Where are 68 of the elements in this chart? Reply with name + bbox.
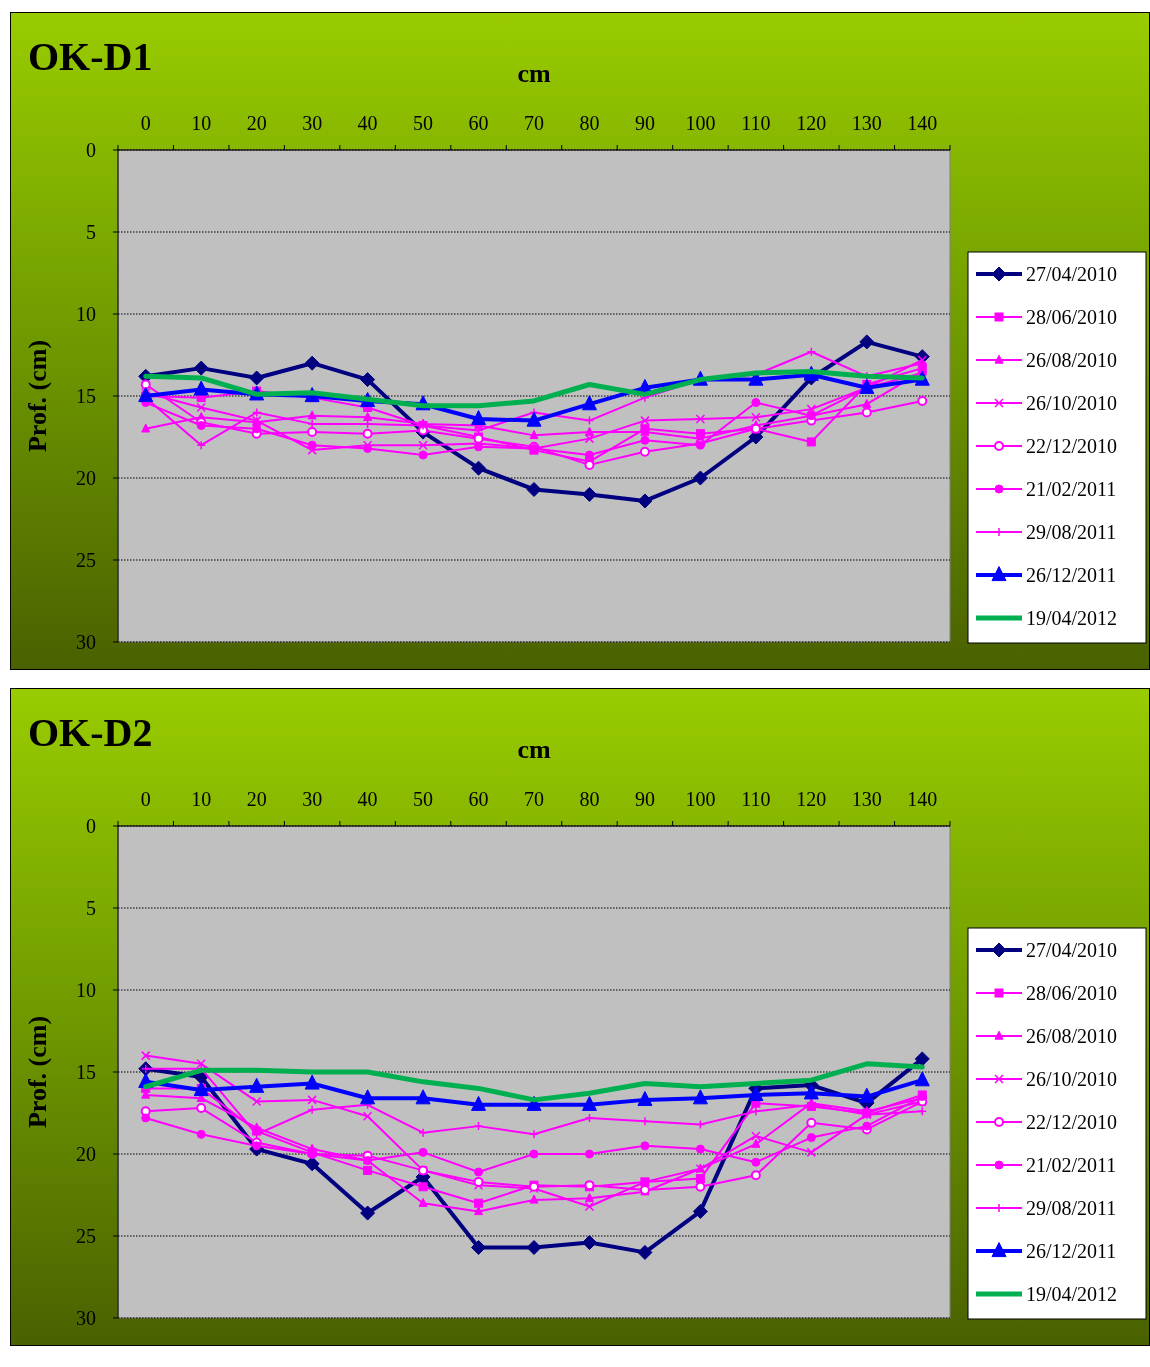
y-tick-label: 30 [76, 631, 96, 653]
y-tick-label: 25 [76, 549, 96, 571]
legend-label: 19/04/2012 [1026, 1283, 1118, 1305]
legend-label: 22/12/2010 [1026, 435, 1118, 457]
legend-label: 26/08/2010 [1026, 349, 1118, 371]
x-tick-label: 20 [246, 788, 267, 810]
x-tick-label: 20 [246, 112, 267, 134]
y-tick-label: 5 [86, 221, 96, 243]
legend-label: 26/12/2011 [1026, 1240, 1117, 1262]
y-axis-title: Prof. (cm) [23, 339, 52, 453]
legend-label: 29/08/2011 [1026, 1197, 1117, 1219]
legend-label: 28/06/2010 [1026, 982, 1118, 1004]
x-axis-title: cm [517, 59, 551, 88]
x-tick-label: 30 [302, 788, 323, 810]
x-axis-title: cm [517, 735, 551, 764]
y-axis-title: Prof. (cm) [23, 1015, 52, 1129]
x-tick-label: 10 [191, 112, 212, 134]
x-tick-label: 120 [796, 788, 827, 810]
x-tick-label: 40 [357, 788, 378, 810]
x-tick-label: 30 [302, 112, 323, 134]
x-tick-label: 130 [851, 788, 882, 810]
x-tick-label: 50 [413, 788, 434, 810]
y-tick-label: 5 [86, 897, 96, 919]
x-tick-label: 100 [685, 788, 716, 810]
y-tick-label: 15 [76, 1061, 96, 1083]
legend-label: 21/02/2011 [1026, 1154, 1117, 1176]
x-tick-label: 90 [634, 112, 655, 134]
legend-label: 26/10/2010 [1026, 1068, 1118, 1090]
x-tick-label: 120 [796, 112, 827, 134]
legend-label: 26/12/2011 [1026, 564, 1117, 586]
x-tick-label: 60 [468, 788, 489, 810]
x-tick-label: 50 [413, 112, 434, 134]
y-tick-label: 0 [86, 815, 96, 837]
x-tick-label: 0 [140, 112, 151, 134]
x-tick-label: 80 [579, 112, 600, 134]
legend-label: 28/06/2010 [1026, 306, 1118, 328]
x-tick-label: 10 [191, 788, 212, 810]
y-tick-label: 0 [86, 139, 96, 161]
y-tick-label: 20 [76, 467, 96, 489]
legend-label: 27/04/2010 [1026, 939, 1118, 961]
legend-label: 22/12/2010 [1026, 1111, 1118, 1133]
x-tick-label: 0 [140, 788, 151, 810]
chart-title: OK-D1 [28, 34, 153, 79]
x-tick-label: 100 [685, 112, 716, 134]
x-tick-label: 90 [634, 788, 655, 810]
x-tick-label: 140 [907, 788, 938, 810]
x-tick-label: 70 [524, 112, 544, 134]
legend-label: 21/02/2011 [1026, 478, 1117, 500]
y-tick-label: 30 [76, 1307, 96, 1329]
x-tick-label: 110 [741, 112, 771, 134]
x-tick-label: 60 [468, 112, 489, 134]
x-tick-label: 40 [357, 112, 378, 134]
chart-title: OK-D2 [28, 710, 153, 755]
legend-label: 29/08/2011 [1026, 521, 1117, 543]
y-tick-label: 10 [76, 979, 96, 1001]
x-tick-label: 140 [907, 112, 938, 134]
legend-label: 27/04/2010 [1026, 263, 1118, 285]
x-tick-label: 80 [579, 788, 600, 810]
y-tick-label: 15 [76, 385, 96, 407]
x-tick-label: 110 [741, 788, 771, 810]
x-tick-label: 130 [851, 112, 882, 134]
y-tick-label: 20 [76, 1143, 96, 1165]
x-tick-label: 70 [524, 788, 544, 810]
legend-label: 19/04/2012 [1026, 607, 1118, 629]
legend-label: 26/10/2010 [1026, 392, 1118, 414]
legend-label: 26/08/2010 [1026, 1025, 1118, 1047]
y-tick-label: 25 [76, 1225, 96, 1247]
y-tick-label: 10 [76, 303, 96, 325]
